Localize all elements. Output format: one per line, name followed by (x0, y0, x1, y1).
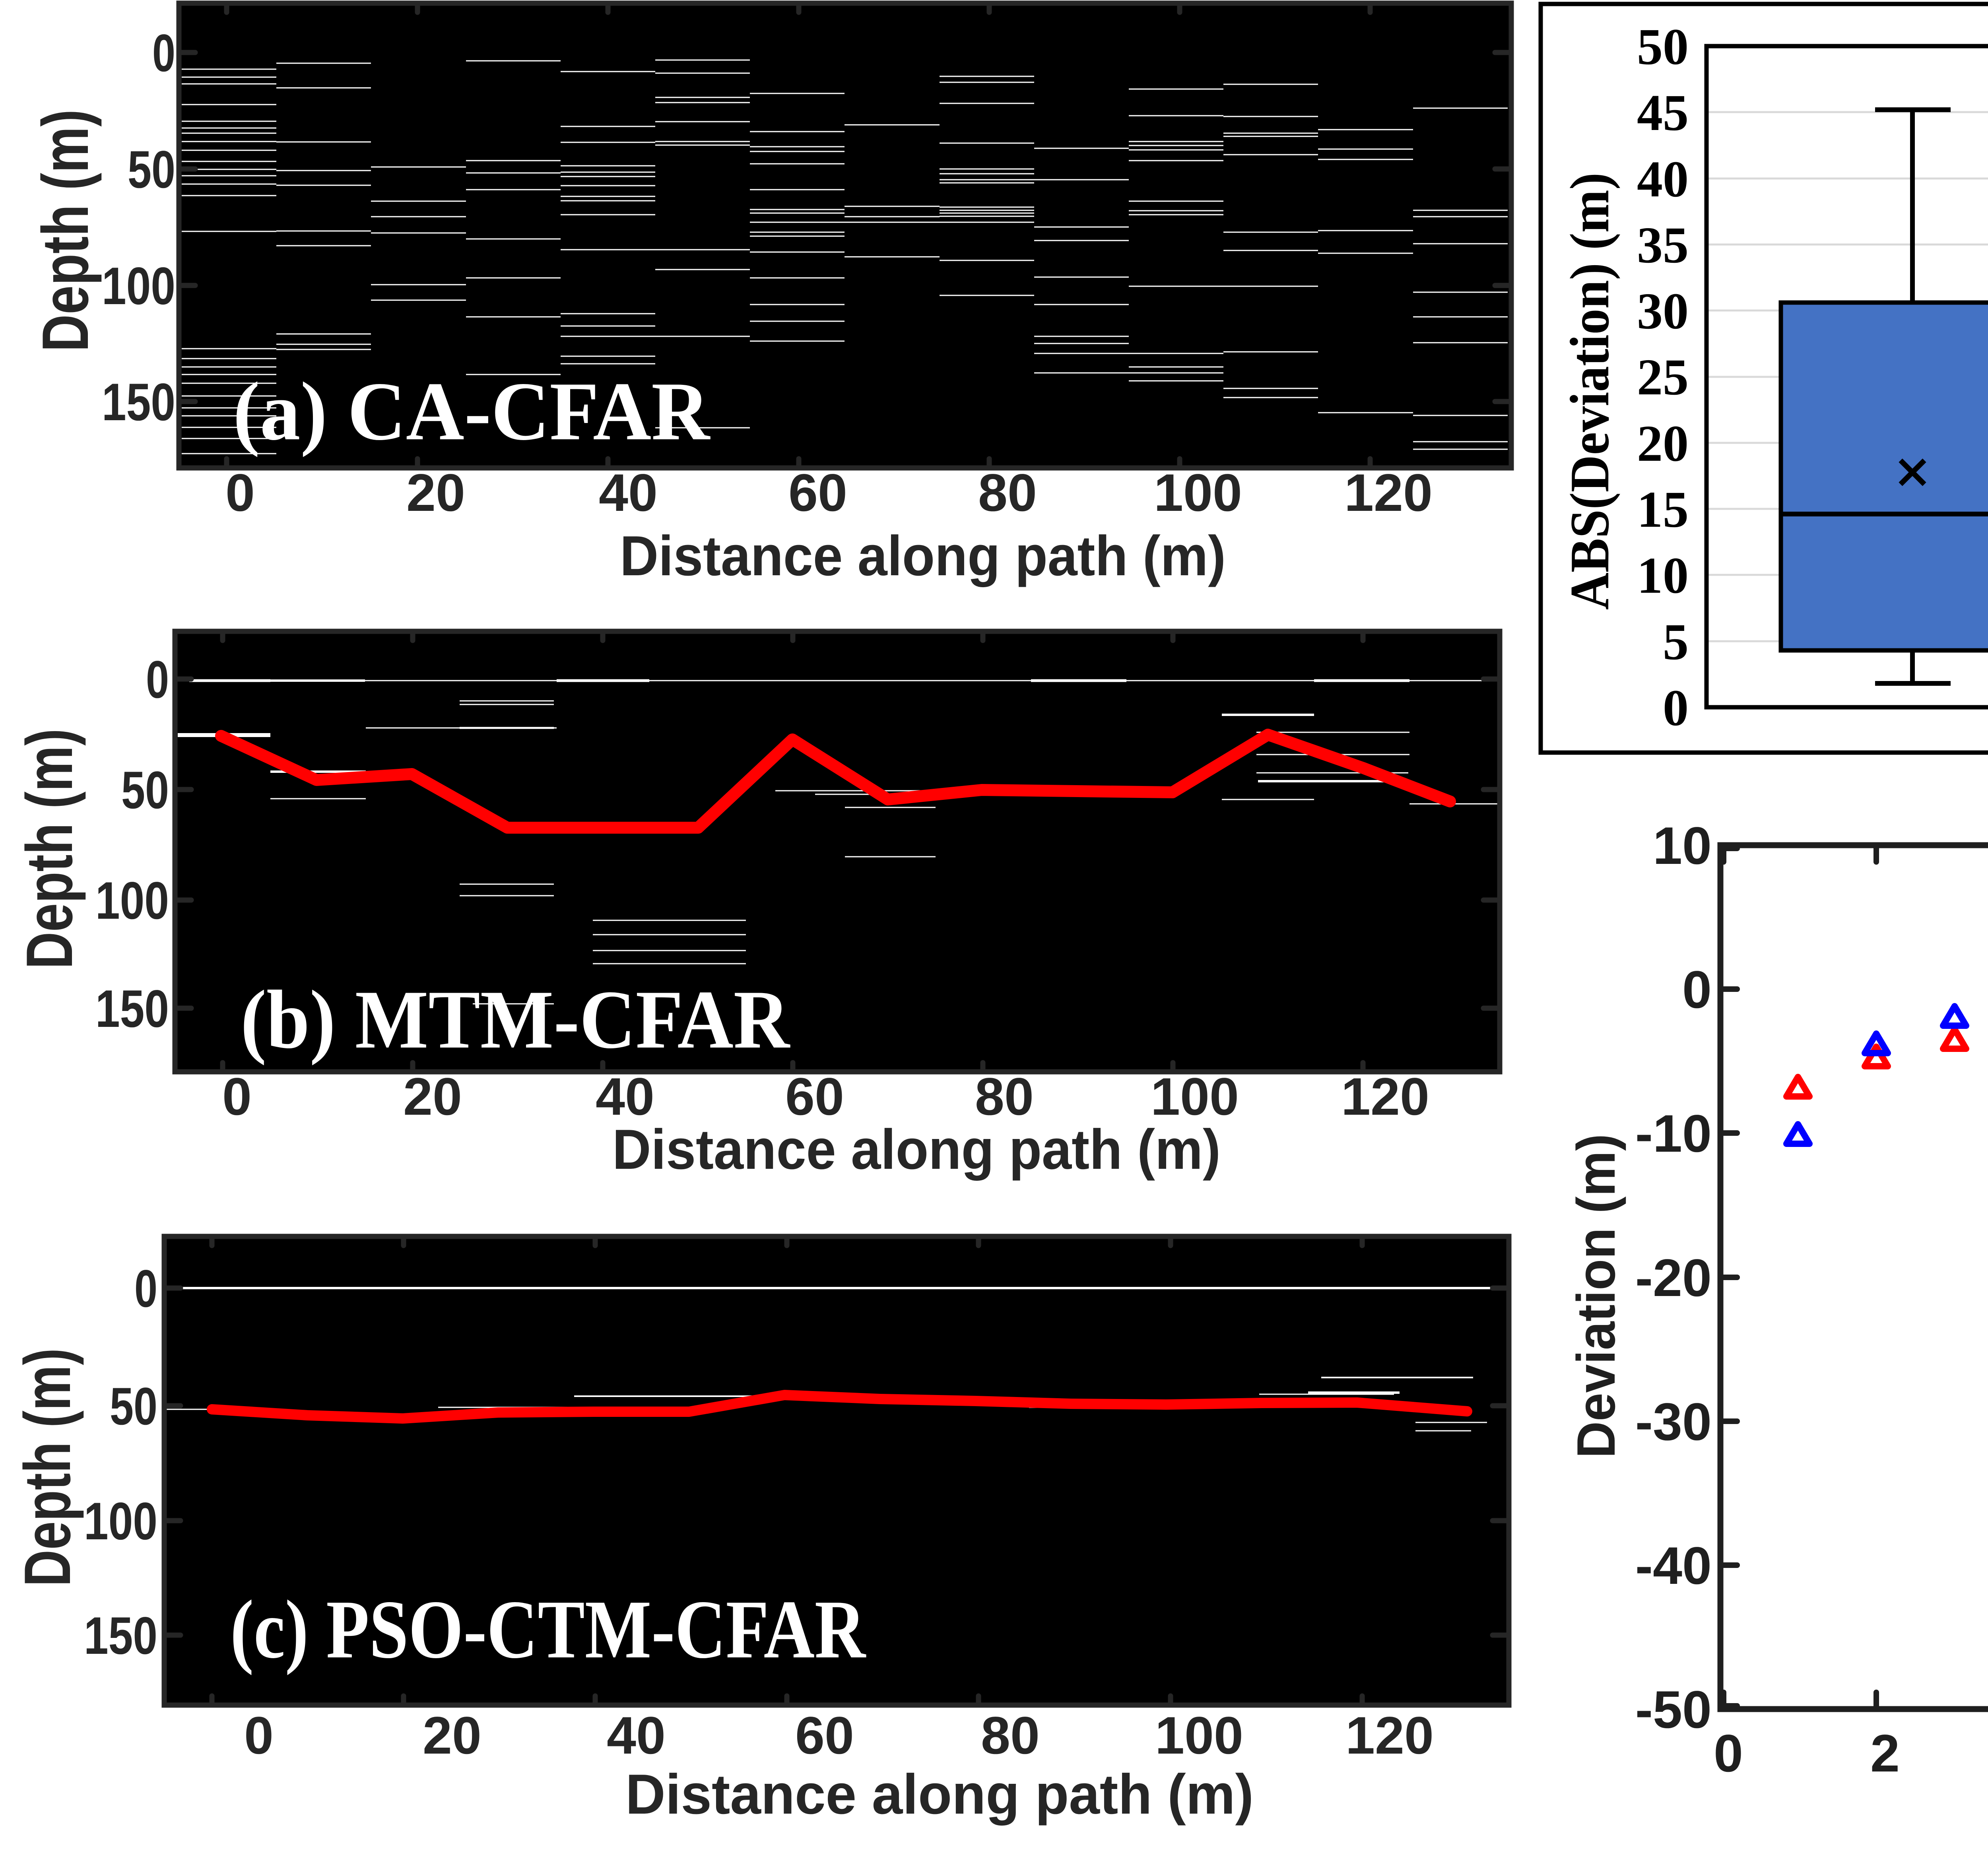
svg-text:5: 5 (1663, 613, 1689, 671)
svg-text:80: 80 (978, 464, 1037, 522)
svg-text:(b) MTM-CFAR: (b) MTM-CFAR (241, 974, 790, 1066)
svg-text:80: 80 (975, 1067, 1034, 1126)
svg-text:-50: -50 (1635, 1680, 1712, 1739)
svg-text:100: 100 (95, 871, 169, 930)
svg-text:80: 80 (981, 1706, 1040, 1765)
svg-text:100: 100 (102, 257, 175, 316)
svg-text:60: 60 (785, 1067, 844, 1126)
svg-text:40: 40 (607, 1706, 666, 1765)
svg-text:20: 20 (403, 1067, 462, 1126)
svg-text:Depth (m): Depth (m) (13, 729, 86, 969)
svg-text:ABS(Deviation) (m): ABS(Deviation) (m) (1559, 173, 1621, 610)
svg-text:Distance along path (m): Distance along path (m) (625, 1763, 1254, 1826)
svg-text:50: 50 (1637, 18, 1689, 76)
svg-text:0: 0 (1682, 960, 1712, 1019)
svg-text:Depth (m): Depth (m) (29, 109, 102, 352)
svg-text:-40: -40 (1635, 1537, 1712, 1595)
svg-text:-30: -30 (1635, 1393, 1712, 1451)
svg-text:0: 0 (1714, 1724, 1743, 1783)
svg-text:60: 60 (788, 464, 847, 522)
svg-text:40: 40 (1637, 151, 1689, 208)
svg-text:100: 100 (84, 1492, 157, 1551)
svg-text:30: 30 (1637, 283, 1689, 340)
svg-text:20: 20 (423, 1706, 481, 1765)
svg-text:100: 100 (1155, 1706, 1243, 1765)
svg-text:Depth (m): Depth (m) (11, 1348, 84, 1587)
svg-text:0: 0 (1663, 679, 1689, 737)
svg-text:-10: -10 (1635, 1104, 1712, 1163)
svg-text:50: 50 (128, 140, 175, 199)
svg-text:25: 25 (1637, 349, 1689, 406)
svg-text:Distance along path (m): Distance along path (m) (612, 1118, 1221, 1181)
svg-text:0: 0 (134, 1259, 157, 1318)
svg-text:45: 45 (1637, 84, 1689, 142)
svg-text:50: 50 (110, 1377, 157, 1436)
svg-text:-20: -20 (1635, 1249, 1712, 1308)
svg-text:150: 150 (95, 980, 169, 1038)
svg-text:120: 120 (1345, 1706, 1434, 1765)
svg-text:0: 0 (222, 1067, 252, 1126)
svg-text:0: 0 (152, 24, 175, 83)
svg-text:2: 2 (1870, 1724, 1900, 1783)
svg-text:50: 50 (121, 761, 169, 820)
svg-text:150: 150 (102, 373, 175, 432)
svg-text:120: 120 (1341, 1067, 1429, 1126)
svg-text:10: 10 (1653, 817, 1712, 875)
svg-text:40: 40 (596, 1067, 654, 1126)
svg-text:15: 15 (1637, 481, 1689, 538)
svg-text:0: 0 (146, 650, 169, 709)
svg-text:100: 100 (1151, 1067, 1239, 1126)
svg-text:120: 120 (1344, 464, 1433, 522)
svg-text:20: 20 (1637, 415, 1689, 472)
svg-text:100: 100 (1154, 464, 1242, 522)
svg-text:Distance along path (m): Distance along path (m) (620, 524, 1226, 588)
svg-text:150: 150 (84, 1607, 157, 1665)
svg-text:0: 0 (244, 1706, 274, 1765)
svg-text:10: 10 (1637, 547, 1689, 604)
svg-text:(c) PSO-CTM-CFAR: (c) PSO-CTM-CFAR (230, 1583, 866, 1676)
svg-text:40: 40 (599, 464, 658, 522)
svg-text:60: 60 (795, 1706, 854, 1765)
svg-text:0: 0 (225, 464, 255, 522)
svg-text:35: 35 (1637, 217, 1689, 274)
svg-text:Deviation (m): Deviation (m) (1566, 1134, 1626, 1458)
svg-text:(a) CA-CFAR: (a) CA-CFAR (233, 365, 711, 458)
svg-text:20: 20 (406, 464, 465, 522)
